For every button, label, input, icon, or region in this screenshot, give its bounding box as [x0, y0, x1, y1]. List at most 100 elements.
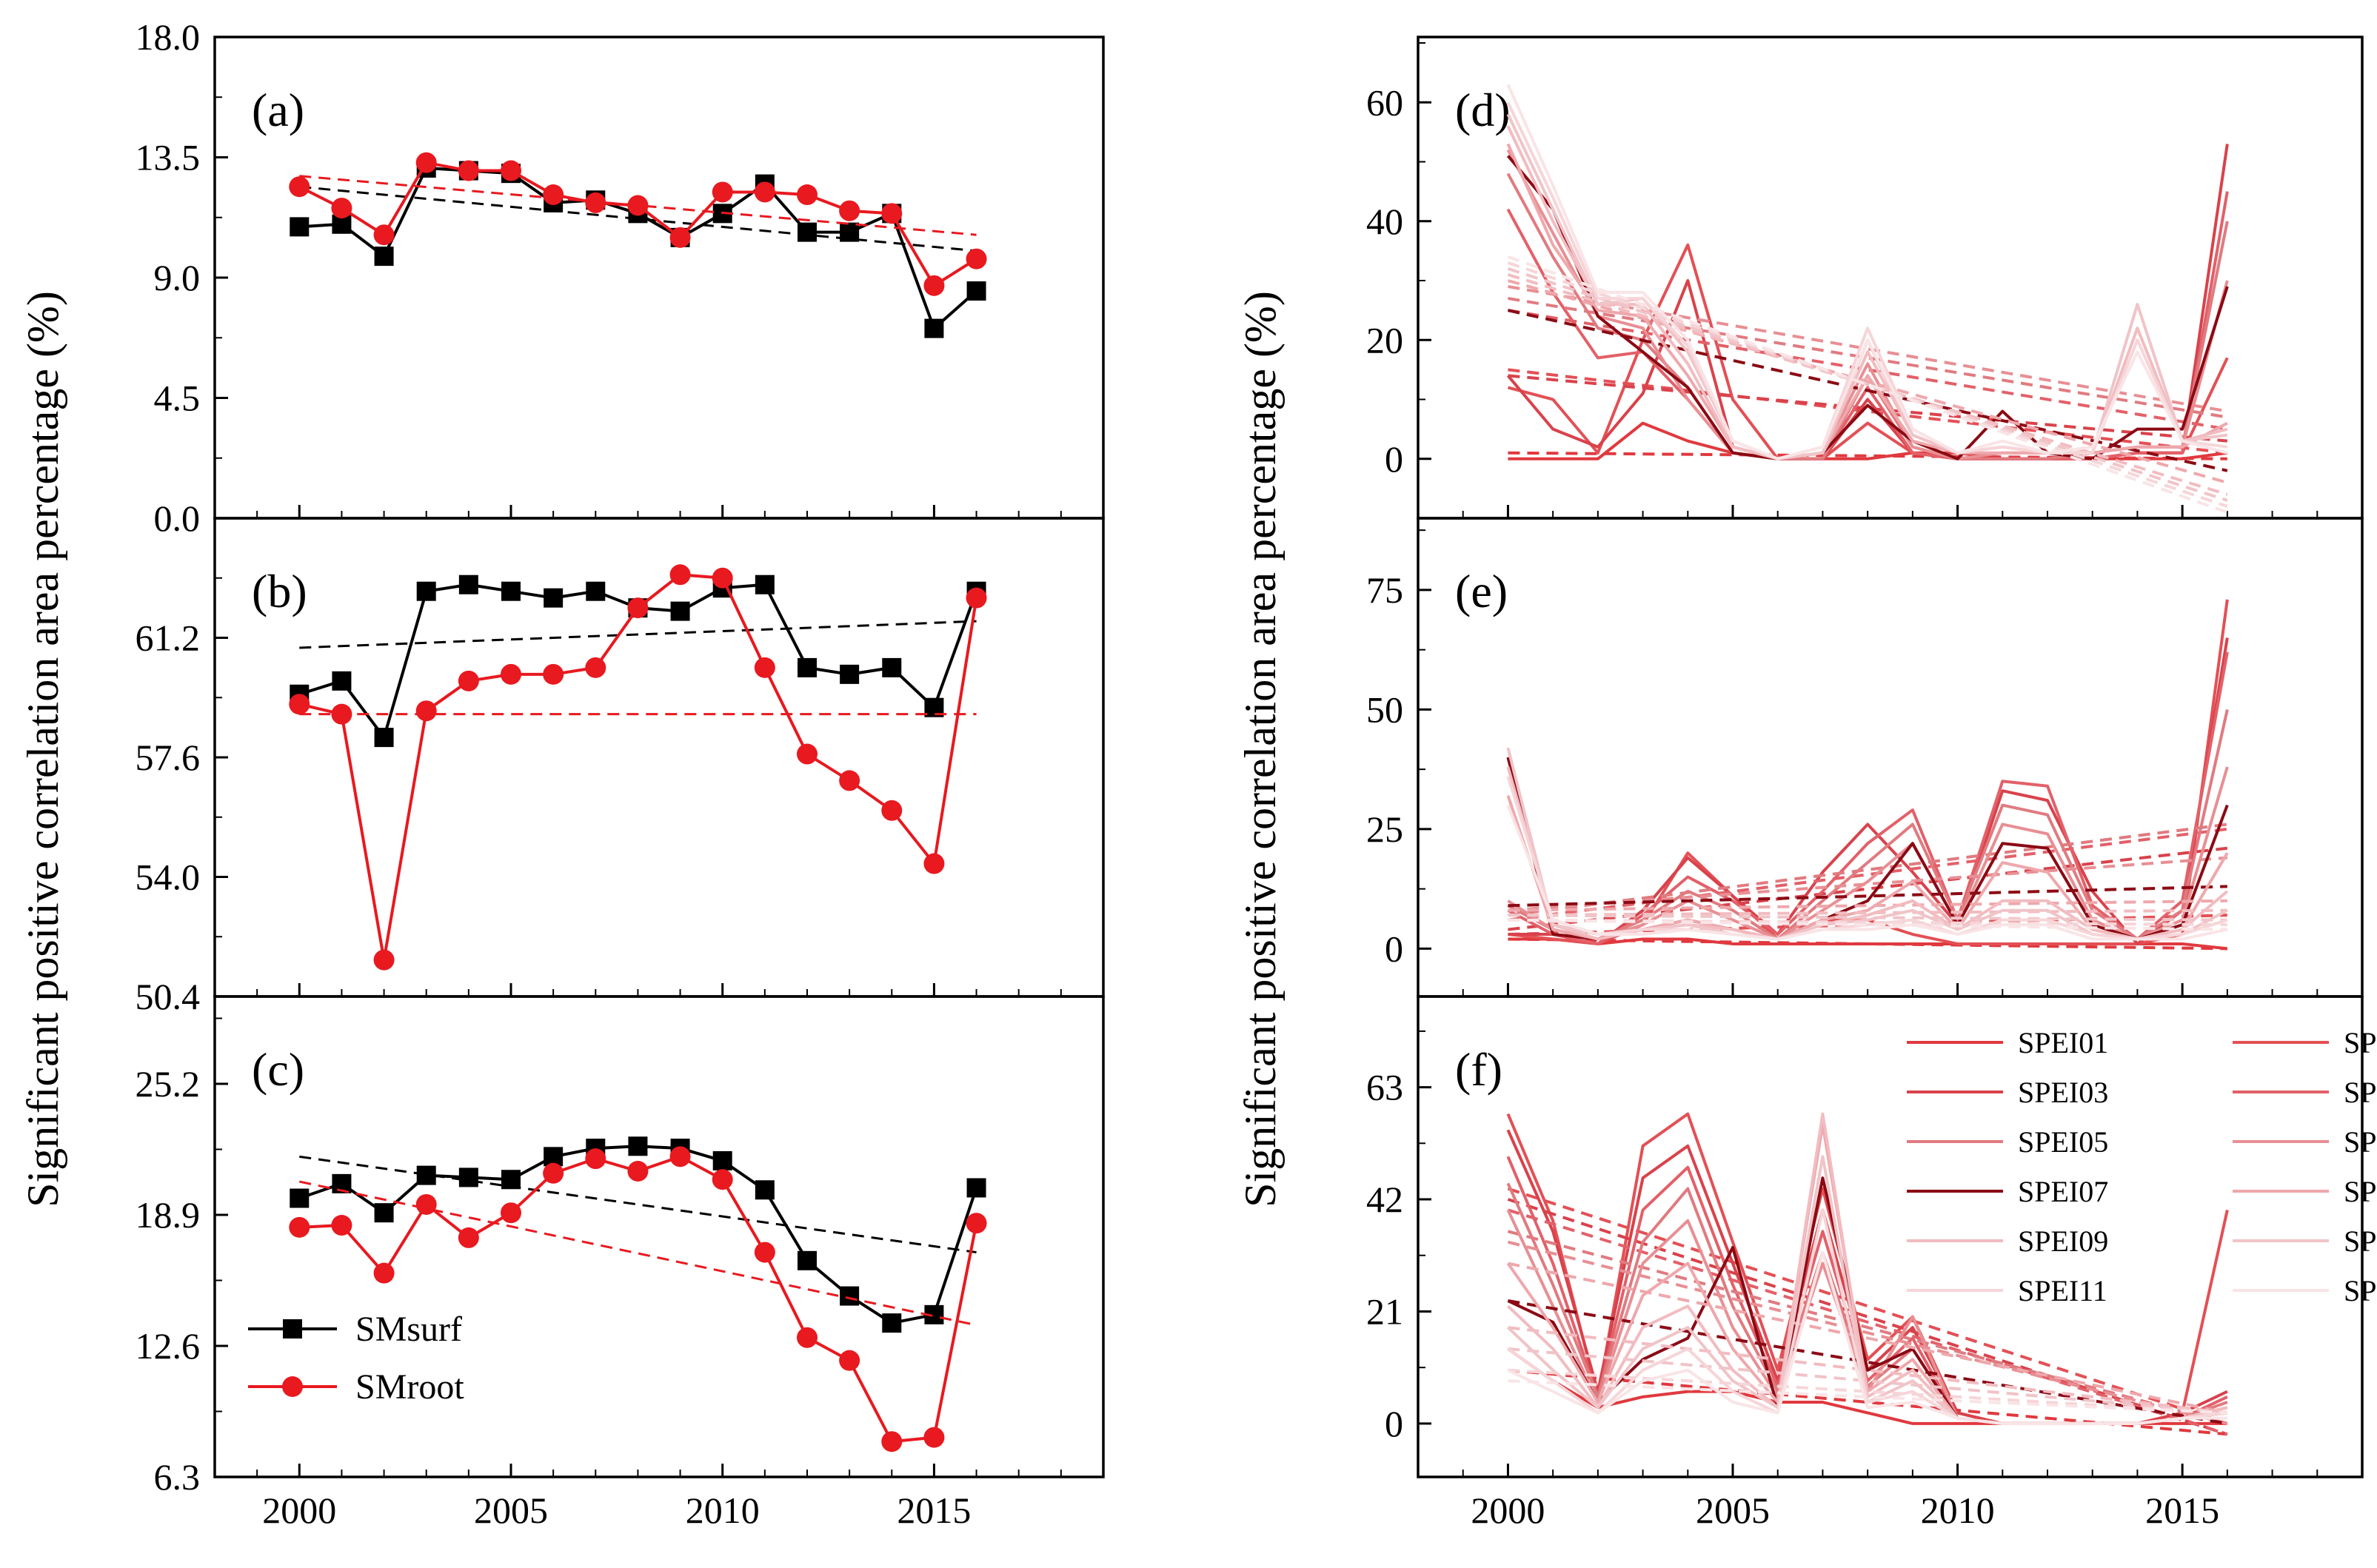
panel-a-SMsurf-point-2013 [840, 222, 860, 242]
panel-a-SMsurf-point-2012 [798, 222, 817, 242]
panel-a-ytick-label-1: 4.5 [154, 378, 201, 419]
panel-b-SMroot-point-2011 [754, 657, 775, 678]
panel-f-SPEI08-trend-line [1508, 1262, 2228, 1415]
panel-c-SMroot-point-2012 [797, 1327, 818, 1348]
panel-b-SMroot-point-2015 [923, 853, 945, 874]
panel-a-ytick-label-2: 9.0 [154, 257, 201, 298]
panel-d-SPEI04-line [1506, 191, 2229, 460]
panel-f-xtick-label-2010: 2010 [1921, 1490, 1995, 1531]
panel-e-SPEI07-trend-line [1508, 885, 2227, 908]
panel-c: 6.3 12.6 18.9 25.2 2000 2005 2010 2015 (c) SMsurf… [136, 995, 1105, 1531]
legend-SPEI09-label: SPEI09 [2018, 1224, 2108, 1258]
panel-b-SMroot-point-2008 [627, 597, 649, 619]
panel-f-SPEI12-trend-line [1508, 1379, 2227, 1415]
panel-b-SMsurf-point-2003 [416, 581, 436, 601]
panel-f-SPEI11-trend-line [1508, 1368, 2227, 1415]
panel-d: 0 20 40 60 (d) [1366, 36, 2364, 520]
legend-SPEI03-label: SPEI03 [2018, 1076, 2108, 1109]
panel-e-SPEI02-line [1508, 599, 2229, 945]
panel-c-SMroot-point-2001 [331, 1215, 352, 1236]
panel-a-SMroot-point-2000 [289, 176, 310, 198]
panel-c-SMroot-point-2006 [543, 1162, 564, 1184]
legend-SPEI06-label: SPEI06 [2344, 1125, 2377, 1159]
panel-f-SPEI03-trend-line [1507, 1198, 2228, 1436]
panel-b-SMsurf-point-2004 [458, 574, 478, 594]
panel-e-SPEI04-trend-line [1508, 827, 2228, 922]
panel-e-SPEI06-line [1507, 766, 2229, 941]
panel-d-ytick-label-3: 60 [1366, 81, 1403, 123]
panel-d-SPEI12-line [1506, 84, 2228, 460]
panel-c-xtick-label-2010: 2010 [686, 1490, 760, 1531]
panel-f-SPEI06-trend-line [1507, 1240, 2228, 1425]
panel-b-SMroot-point-2006 [543, 663, 564, 685]
panel-c-SMsurf-point-2002 [374, 1203, 394, 1223]
panel-c-SMroot-trend-line [298, 1180, 977, 1327]
panel-b-SMsurf-point-2006 [544, 588, 564, 608]
panel-e-ytick-label-0: 0 [1385, 928, 1403, 969]
panel-e-data [1506, 599, 2229, 951]
panel-c-ytick-label-3: 25.2 [136, 1063, 201, 1105]
panel-c-SMroot-point-2011 [754, 1242, 775, 1263]
panel-c-SMroot-point-2015 [923, 1427, 945, 1448]
legend-SPEI08-label: SPEI08 [2344, 1175, 2377, 1208]
panel-a-SMsurf-point-2000 [290, 217, 310, 237]
panel-b-SMroot-point-2014 [881, 800, 903, 821]
panel-e-SPEI08-line [1506, 795, 2229, 941]
panel-c-SMsurf-trend-line [299, 1155, 977, 1254]
panel-e-SPEI08-trend-line [1508, 899, 2227, 912]
panel-d-data [1506, 84, 2229, 514]
panel-f-ytick-label-3: 63 [1366, 1067, 1403, 1108]
panel-b-label: (b) [252, 565, 307, 617]
panel-a-SMsurf-trend-line [299, 185, 977, 252]
panel-d-SPEI08-line [1506, 143, 2228, 460]
panel-c-frame [213, 995, 1105, 1478]
panel-c-SMsurf-point-2014 [882, 1313, 902, 1333]
panel-a-SMroot-point-2015 [923, 275, 945, 296]
legend-SPEI04-label: SPEI04 [2344, 1076, 2377, 1109]
panel-c-SMroot-point-2008 [627, 1161, 649, 1182]
panel-b-ytick-label-3: 61.2 [136, 617, 201, 659]
panel-c-SMroot-point-2007 [585, 1148, 606, 1170]
panel-b-SMsurf-point-2007 [586, 581, 606, 601]
panel-d-SPEI10-trend-line [1507, 267, 2228, 502]
panel-c-data [289, 1136, 987, 1453]
panel-c-SMsurf-point-2004 [458, 1167, 478, 1187]
panel-b: 50.4 54.0 57.6 61.2 (b) [136, 517, 1105, 1017]
panel-c-SMroot-point-2016 [966, 1213, 987, 1234]
panel-d-ytick-label-0: 0 [1385, 438, 1403, 480]
panel-d-SPEI12-trend-line [1507, 255, 2228, 514]
panel-a: 0.0 4.5 9.0 13.5 18.0 (a) [136, 16, 1105, 539]
panel-a-SMroot-point-2016 [966, 248, 987, 269]
panel-c-xtick-label-2000: 2000 [262, 1490, 336, 1531]
legend-SMsurf-marker [283, 1319, 302, 1339]
panel-f-label: (f) [1455, 1043, 1502, 1096]
panel-b-SMroot-point-2012 [797, 743, 818, 765]
panel-a-SMroot-point-2008 [627, 195, 649, 216]
panel-a-SMroot-point-2013 [839, 200, 860, 221]
right-y-axis-title: Significant positive correlation area pe… [1236, 291, 1285, 1207]
panel-a-SMroot-point-2009 [669, 227, 691, 248]
left-y-axis-title: Significant positive correlation area pe… [19, 291, 67, 1207]
panel-c-SMroot-point-2014 [881, 1431, 903, 1453]
panel-d-ytick-label-2: 40 [1366, 201, 1403, 242]
panel-c-SMroot-point-2002 [373, 1262, 395, 1284]
panel-e-ytick-label-1: 25 [1366, 808, 1403, 850]
panel-a-data [289, 152, 987, 338]
panel-b-SMsurf-point-2011 [755, 574, 775, 594]
legend-SPEI02-label: SPEI02 [2344, 1026, 2377, 1059]
panel-a-SMroot-trend-line [299, 175, 977, 236]
panel-a-SMroot-point-2014 [881, 203, 903, 224]
panel-b-data [289, 564, 987, 971]
panel-e: 0 25 50 75 (e) [1366, 517, 2364, 998]
panel-b-SMroot-point-2013 [839, 770, 860, 791]
panel-d-SPEI02-trend-line [1508, 368, 2228, 455]
panel-b-SMroot-point-2001 [331, 703, 352, 725]
panel-d-label: (d) [1455, 84, 1511, 136]
legend-SPEI01-label: SPEI01 [2018, 1026, 2108, 1059]
panel-d-SPEI07-line [1506, 155, 2229, 460]
panel-c-SMsurf-point-2012 [798, 1250, 817, 1270]
panel-b-SMsurf-point-2014 [882, 657, 902, 677]
panel-b-SMroot-point-2004 [458, 670, 479, 691]
legend-SPEI11-label: SPEI11 [2018, 1274, 2107, 1307]
